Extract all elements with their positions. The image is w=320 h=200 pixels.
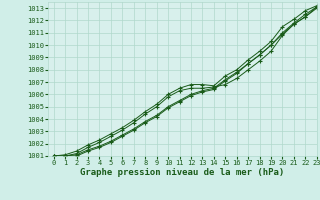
X-axis label: Graphe pression niveau de la mer (hPa): Graphe pression niveau de la mer (hPa): [80, 168, 284, 177]
